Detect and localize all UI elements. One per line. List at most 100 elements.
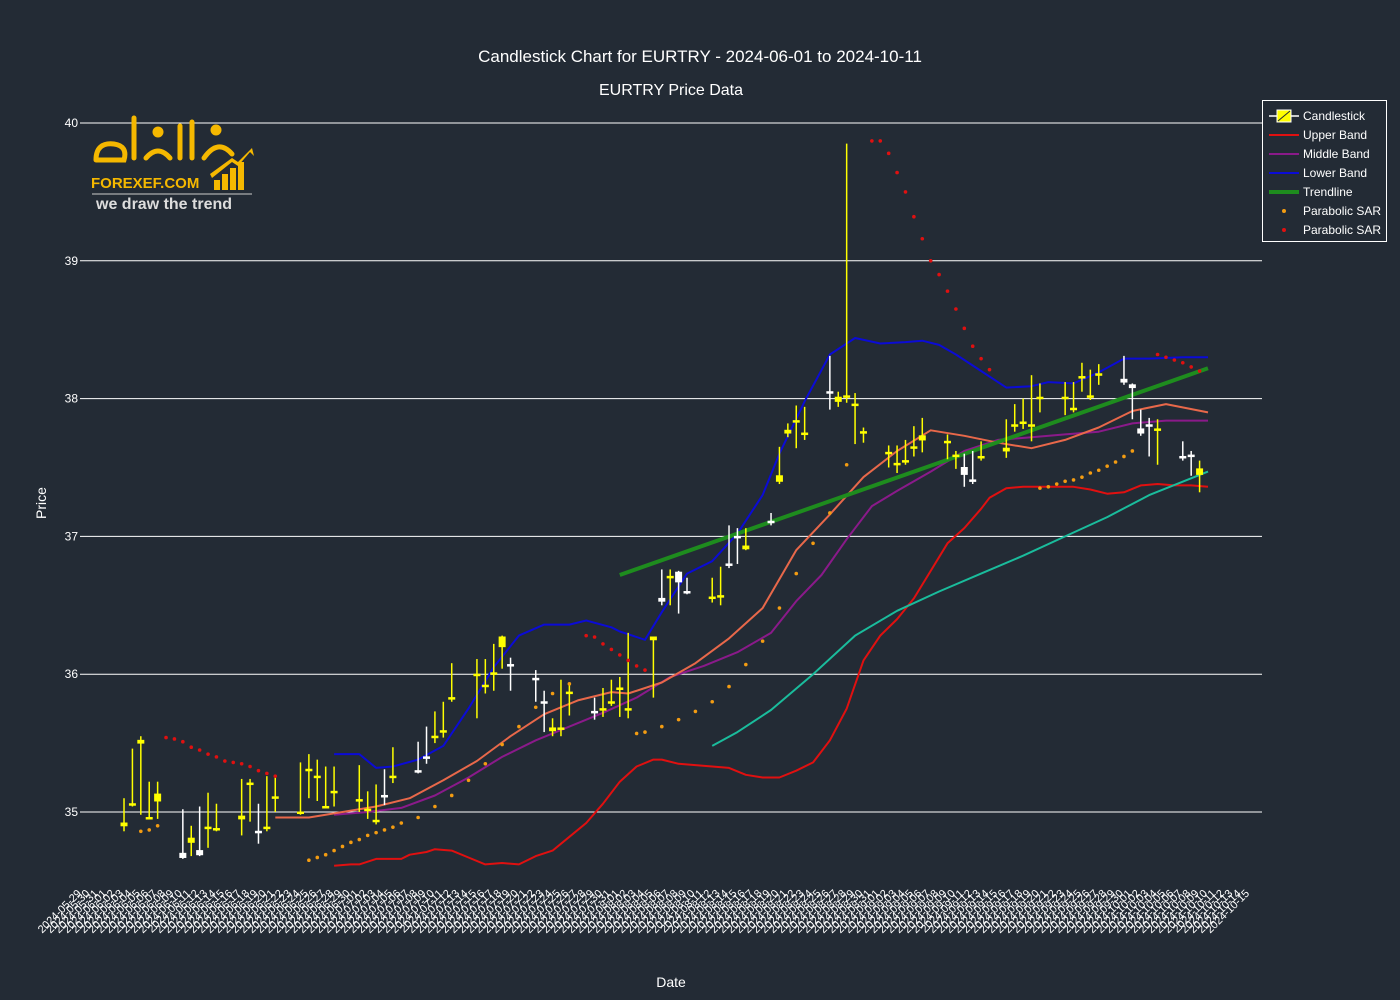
- psar-red-dot: [962, 326, 967, 331]
- psar-orange-dot: [315, 855, 320, 860]
- candle: [733, 528, 741, 564]
- y-tick-label: 39: [65, 254, 79, 268]
- psar-orange-dot: [794, 571, 799, 576]
- candle: [557, 679, 565, 737]
- psar-orange-dot: [399, 821, 404, 825]
- y-tick-labels: 35 36 37 38 39 40: [65, 116, 79, 819]
- psar-red-dot: [239, 761, 244, 766]
- y-tick-label: 38: [65, 392, 79, 406]
- psar-red-dot: [970, 344, 975, 349]
- psar-red-dot: [937, 272, 941, 277]
- candle: [448, 663, 456, 702]
- psar-orange-dot: [1054, 482, 1059, 486]
- candle: [145, 781, 153, 820]
- candle: [675, 570, 683, 614]
- legend-label: Parabolic SAR: [1303, 204, 1382, 218]
- psar-red-dot: [273, 774, 278, 778]
- legend-symbol: [1269, 109, 1299, 123]
- candle: [322, 766, 330, 809]
- candle: [254, 803, 262, 844]
- psar-red-dot: [634, 664, 639, 668]
- logo-tagline: we draw the trend: [95, 196, 232, 213]
- candle: [355, 765, 363, 812]
- psar-orange-dot: [634, 731, 639, 736]
- psar-orange-dot: [828, 511, 832, 515]
- psar-orange-dot: [1080, 475, 1084, 479]
- candle: [599, 687, 607, 717]
- candle: [1179, 441, 1187, 461]
- psar-red-dot: [265, 771, 269, 776]
- candle: [1128, 383, 1136, 420]
- candle: [238, 778, 246, 836]
- candle: [1154, 419, 1162, 465]
- plot-series: [120, 139, 1209, 867]
- candle: [708, 577, 716, 603]
- psar-orange-dot: [1063, 479, 1067, 484]
- psar-red-dot: [214, 755, 219, 759]
- candle: [296, 762, 304, 815]
- candle: [204, 792, 212, 848]
- psar-orange-dot: [332, 848, 336, 853]
- legend-label: Trendline: [1303, 185, 1353, 199]
- legend-symbol: [1269, 190, 1299, 194]
- candle: [330, 766, 338, 807]
- candle: [1028, 375, 1036, 442]
- legend-item[interactable]: Parabolic SAR: [1269, 202, 1387, 220]
- candle: [439, 701, 447, 738]
- candle: [1011, 404, 1019, 432]
- psar-orange-dot: [517, 724, 521, 729]
- psar-orange-dot: [1130, 449, 1135, 453]
- candle: [725, 525, 733, 569]
- y-tick-label: 40: [65, 116, 79, 130]
- psar-red-dot: [878, 139, 883, 143]
- legend-item[interactable]: Parabolic SAR: [1269, 221, 1387, 239]
- psar-red-dot: [979, 356, 983, 361]
- candle: [507, 657, 515, 691]
- candle: [263, 776, 271, 832]
- psar-orange-dot: [727, 684, 731, 689]
- candle: [843, 143, 851, 403]
- legend: Candlestick Upper Band Middle Band Lower Ba…: [1262, 100, 1387, 242]
- psar-red-dot: [181, 739, 185, 744]
- candle: [943, 434, 951, 460]
- legend-item[interactable]: Middle Band: [1269, 145, 1387, 163]
- legend-item[interactable]: Candlestick: [1269, 107, 1387, 125]
- psar-orange-dot: [433, 804, 437, 809]
- psar-red-dot: [1155, 352, 1160, 357]
- psar-orange-dot: [357, 837, 362, 842]
- psar-red-dot: [617, 653, 622, 657]
- psar-orange-dot: [710, 699, 715, 704]
- candle: [1036, 383, 1044, 413]
- psar-orange-dot: [844, 462, 849, 467]
- y-gridlines: [80, 122, 1262, 813]
- candle: [481, 659, 489, 694]
- psar-red-dot: [1189, 365, 1193, 369]
- candle: [1019, 398, 1027, 429]
- psar-orange-dot: [533, 705, 538, 710]
- candle: [1095, 364, 1103, 385]
- candle: [859, 427, 867, 443]
- psar-orange-dot: [550, 691, 555, 696]
- candle: [313, 759, 321, 801]
- psar-orange-dot: [760, 639, 765, 643]
- legend-item[interactable]: Trendline: [1269, 183, 1387, 201]
- chart-title: Candlestick Chart for EURTRY - 2024-06-0…: [478, 47, 922, 66]
- candle: [1070, 382, 1078, 413]
- psar-red-dot: [920, 236, 925, 241]
- psar-red-dot: [870, 139, 874, 143]
- legend-item[interactable]: Lower Band: [1269, 164, 1387, 182]
- candle: [305, 754, 313, 799]
- y-tick-label: 37: [65, 529, 79, 543]
- psar-red-dot: [609, 647, 614, 652]
- candle: [960, 453, 968, 487]
- legend-symbol: [1282, 228, 1286, 232]
- candle: [851, 393, 859, 445]
- candle: [683, 577, 691, 595]
- psar-orange-dot: [449, 793, 454, 798]
- candle: [834, 391, 842, 407]
- psar-orange-dot: [374, 830, 378, 835]
- psar-red-dot: [895, 170, 899, 175]
- legend-item[interactable]: Upper Band: [1269, 126, 1387, 144]
- psar-orange-dot: [323, 852, 328, 857]
- trendline: [619, 366, 1209, 577]
